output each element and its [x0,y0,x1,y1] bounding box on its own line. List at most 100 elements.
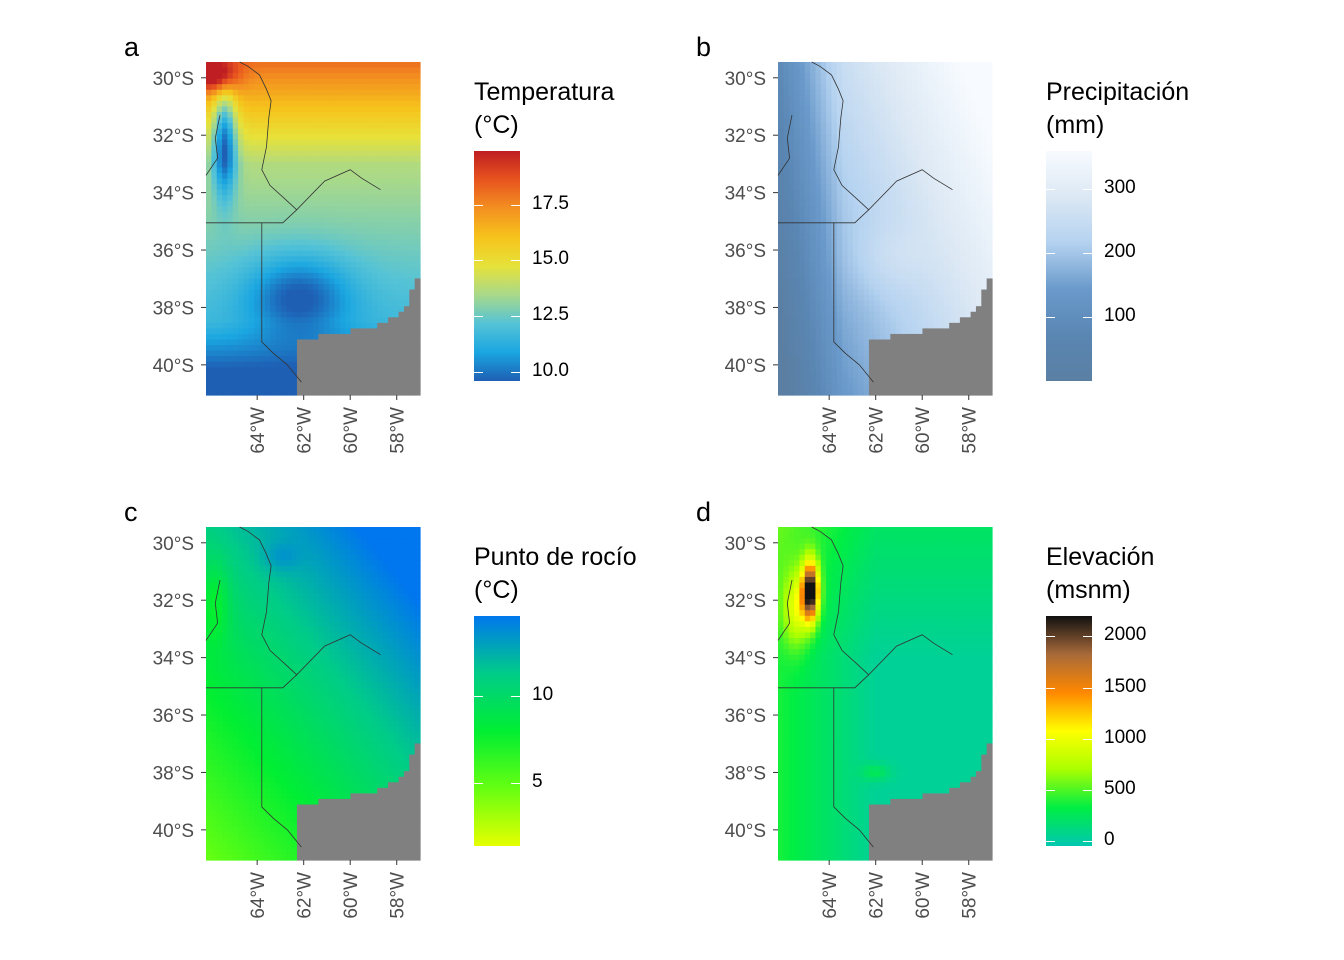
lat-tick-label: 36°S [153,241,194,262]
lat-tick-label: 36°S [725,706,766,727]
legend-tick [1083,789,1092,791]
legend-tick [1083,738,1092,740]
legend-colorbar [1046,151,1092,381]
legend-tick [474,260,483,262]
lon-tick-label: 58°W [388,407,409,454]
lon-tick-label: 60°W [913,872,934,919]
map-panel-d: 30°S 32°S 34°S 36°S 38°S 40°S 64°W 62°W 60°W 58°W… [572,465,1244,945]
legend-label: 17.5 [532,192,569,214]
lon-tick-label: 58°W [960,407,981,454]
lat-tick-label: 32°S [153,591,194,612]
legend-label: 100 [1104,305,1136,327]
legend-tick [1046,738,1055,740]
raster-field [206,62,421,396]
province-border [205,580,221,641]
legend-label: 12.5 [532,304,569,326]
map-plot: 30°S 32°S 34°S 36°S 38°S 40°S 64°W 62°W 60°W 58°W [153,526,421,919]
province-border [777,115,793,176]
legend-tick [511,696,520,698]
province-border [205,115,221,176]
lon-tick-label: 64°W [248,407,269,454]
legend-tick [474,204,483,206]
legend-tick [1083,840,1092,842]
lat-tick-label: 30°S [725,69,766,90]
panel-tag: d [696,497,712,527]
lon-tick-label: 62°W [867,407,888,454]
map-plot: 30°S 32°S 34°S 36°S 38°S 40°S 64°W 62°W 60°W 58°W [725,526,993,919]
panel-tag: c [124,497,138,527]
lat-tick-label: 40°S [153,821,194,842]
legend-label: 200 [1104,241,1136,263]
legend-label: 300 [1104,177,1136,199]
legend-tick [511,372,520,374]
lat-tick-label: 34°S [153,184,194,205]
lat-tick-label: 38°S [153,298,194,319]
legend-label: 10.0 [532,360,569,382]
legend-tick [511,783,520,785]
legend-tick [511,260,520,262]
legend-tick [1046,317,1055,319]
lat-tick-label: 34°S [725,649,766,670]
legend-tick [474,316,483,318]
lon-tick-label: 58°W [388,872,409,919]
lat-tick-label: 36°S [153,706,194,727]
legend-tick [1046,687,1055,689]
legend-tick [1046,253,1055,255]
map-panel-c: 30°S 32°S 34°S 36°S 38°S 40°S 64°W 62°W 60°W 58°W… [0,465,672,945]
province-border [261,209,297,224]
lat-tick-label: 38°S [153,763,194,784]
lon-tick-label: 60°W [913,407,934,454]
lon-tick-label: 64°W [820,872,841,919]
legend-label: 0 [1104,828,1115,850]
map-plot: 30°S 32°S 34°S 36°S 38°S 40°S 64°W 62°W 60°W 58°W [725,61,993,454]
province-border [833,209,869,224]
province-border [239,61,381,211]
lat-tick-label: 38°S [725,298,766,319]
lat-tick-label: 34°S [725,184,766,205]
lat-tick-label: 40°S [725,356,766,377]
legend-tick [474,372,483,374]
lon-tick-label: 62°W [295,872,316,919]
legend-colorbar [474,616,520,846]
lat-tick-label: 30°S [153,534,194,555]
legend-title: Punto de rocío (°C) [474,543,637,604]
province-border [261,674,297,689]
legend-tick [474,783,483,785]
raster-field [778,62,993,396]
legend-tick [1046,189,1055,191]
lat-tick-label: 32°S [153,126,194,147]
legend-label: 500 [1104,777,1136,799]
map-panel-b: 30°S 32°S 34°S 36°S 38°S 40°S 64°W 62°W 60°W 58°W… [572,0,1244,480]
legend-tick [511,204,520,206]
legend-colorbar [1046,616,1092,846]
raster-field [206,527,421,861]
province-border [777,580,793,641]
lon-tick-label: 60°W [341,407,362,454]
legend-tick [511,316,520,318]
legend-tick [1083,253,1092,255]
legend-label: 5 [532,771,543,793]
lon-tick-label: 64°W [820,407,841,454]
legend-title: Temperatura (°C) [474,78,615,139]
lat-tick-label: 34°S [153,649,194,670]
legend-tick [1083,189,1092,191]
legend-tick [1083,687,1092,689]
legend-tick [1046,789,1055,791]
lat-tick-label: 40°S [153,356,194,377]
lon-tick-label: 64°W [248,872,269,919]
legend-tick [1046,840,1055,842]
lat-tick-label: 32°S [725,126,766,147]
lat-tick-label: 30°S [725,534,766,555]
legend-colorbar [474,151,520,381]
legend-label: 10 [532,684,554,706]
raster-field [778,527,993,861]
legend-label: 2000 [1104,624,1147,646]
legend-title: Precipitación (mm) [1046,78,1190,139]
legend-tick [1083,317,1092,319]
lat-tick-label: 38°S [725,763,766,784]
legend-tick [1046,636,1055,638]
panel-tag: b [696,32,712,62]
legend-label: 15.0 [532,248,569,270]
legend-title: Elevación (msnm) [1046,543,1155,604]
province-border [239,526,381,676]
